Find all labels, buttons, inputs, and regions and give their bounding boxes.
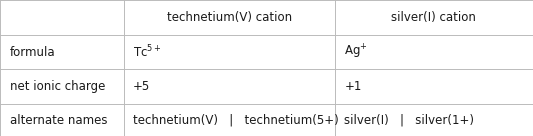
Text: alternate names: alternate names (10, 114, 107, 126)
Text: technetium(V) cation: technetium(V) cation (167, 11, 292, 24)
Text: +5: +5 (133, 80, 150, 93)
Text: silver(I)   |   silver(1+): silver(I) | silver(1+) (344, 114, 474, 126)
Text: Ag$^{+}$: Ag$^{+}$ (344, 43, 368, 61)
Text: net ionic charge: net ionic charge (10, 80, 105, 93)
Text: silver(I) cation: silver(I) cation (391, 11, 477, 24)
Text: +1: +1 (344, 80, 362, 93)
Text: technetium(V)   |   technetium(5+): technetium(V) | technetium(5+) (133, 114, 339, 126)
Text: formula: formula (10, 46, 55, 58)
Text: Tc$^{5+}$: Tc$^{5+}$ (133, 44, 162, 60)
